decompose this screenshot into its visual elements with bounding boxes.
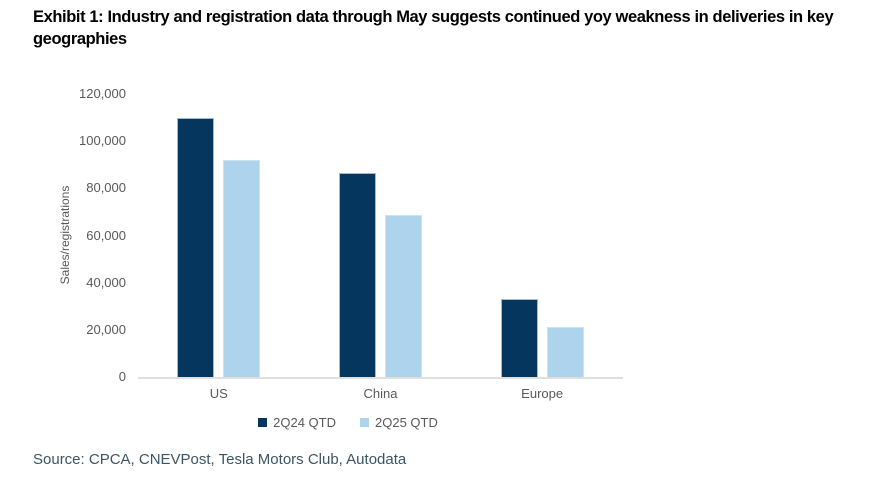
y-tick-label: 0: [118, 369, 126, 384]
bar-2q25-qtd: [223, 160, 261, 377]
legend: 2Q24 QTD 2Q25 QTD: [138, 415, 558, 430]
x-axis-label: Europe: [521, 386, 564, 401]
y-tick-label: 100,000: [79, 133, 126, 149]
bar-group: [177, 117, 261, 377]
bar-group: [338, 173, 422, 377]
plot-area: [138, 94, 623, 379]
legend-item: 2Q24 QTD: [258, 415, 336, 430]
exhibit-title: Exhibit 1: Industry and registration dat…: [33, 8, 834, 48]
bar-2q25-qtd: [384, 215, 422, 377]
legend-label: 2Q25 QTD: [375, 415, 438, 430]
legend-swatch-icon: [258, 418, 268, 427]
y-tick-label: 20,000: [86, 321, 126, 337]
y-tick-label: 120,000: [79, 86, 126, 101]
legend-swatch-icon: [360, 418, 369, 427]
bar-2q24-qtd: [177, 117, 215, 377]
legend-item: 2Q25 QTD: [360, 415, 438, 430]
source-note: Source: CPCA, CNEVPost, Tesla Motors Clu…: [33, 451, 407, 468]
y-axis-ticks: 0 20,000 40,000 60,000 80,000 100,000 120,000: [0, 86, 126, 384]
x-axis-labels: US China Europe: [138, 386, 623, 401]
bar-2q24-qtd: [500, 299, 538, 377]
y-tick-label: 40,000: [86, 274, 126, 290]
bar-2q24-qtd: [338, 173, 376, 377]
bar-group: [500, 299, 584, 377]
y-tick-label: 60,000: [86, 227, 126, 243]
y-tick-label: 80,000: [86, 180, 126, 196]
x-axis-label: China: [363, 386, 398, 401]
x-axis-label: US: [209, 386, 228, 401]
legend-label: 2Q24 QTD: [273, 415, 336, 430]
bar-2q25-qtd: [546, 327, 584, 377]
